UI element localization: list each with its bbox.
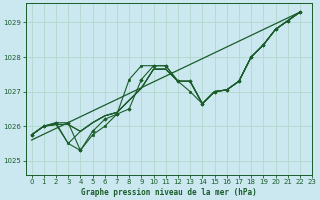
X-axis label: Graphe pression niveau de la mer (hPa): Graphe pression niveau de la mer (hPa) — [81, 188, 257, 197]
